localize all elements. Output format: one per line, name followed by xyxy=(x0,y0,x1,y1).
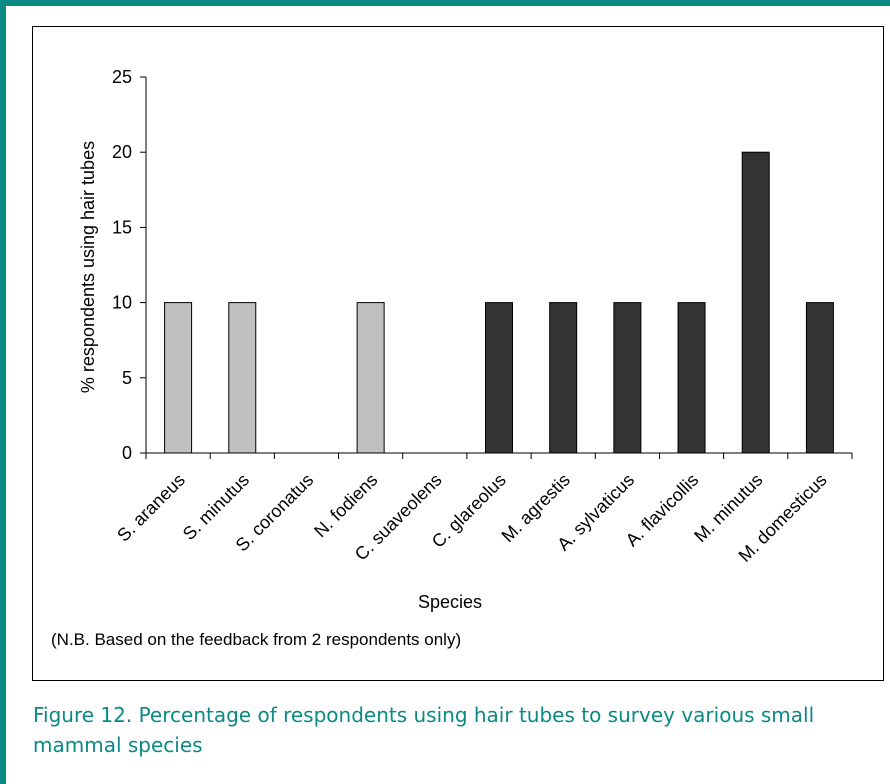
bar xyxy=(164,302,193,454)
y-tick-label: 25 xyxy=(112,67,132,87)
y-tick-label: 10 xyxy=(112,293,132,313)
y-tick-label: 15 xyxy=(112,217,132,237)
bar xyxy=(613,302,642,454)
bar xyxy=(805,302,834,454)
bar-chart: % respondents using hair tubes Species (… xyxy=(51,67,853,649)
bar xyxy=(356,302,385,454)
y-axis-title: % respondents using hair tubes xyxy=(78,141,98,393)
chart-note: (N.B. Based on the feedback from 2 respo… xyxy=(51,630,461,649)
bar xyxy=(228,302,257,454)
chart-container: % respondents using hair tubes Species (… xyxy=(32,26,884,681)
y-tick-label: 0 xyxy=(122,443,132,463)
bar xyxy=(485,302,513,454)
bar xyxy=(549,302,578,454)
figure-caption: Figure 12. Percentage of respondents usi… xyxy=(33,703,815,757)
x-tick-label: S. araneus xyxy=(113,470,189,546)
x-axis-title: Species xyxy=(418,592,482,612)
y-tick-label: 5 xyxy=(122,368,132,388)
bar xyxy=(741,151,770,454)
y-tick-label: 20 xyxy=(112,142,132,162)
bar xyxy=(677,302,706,454)
